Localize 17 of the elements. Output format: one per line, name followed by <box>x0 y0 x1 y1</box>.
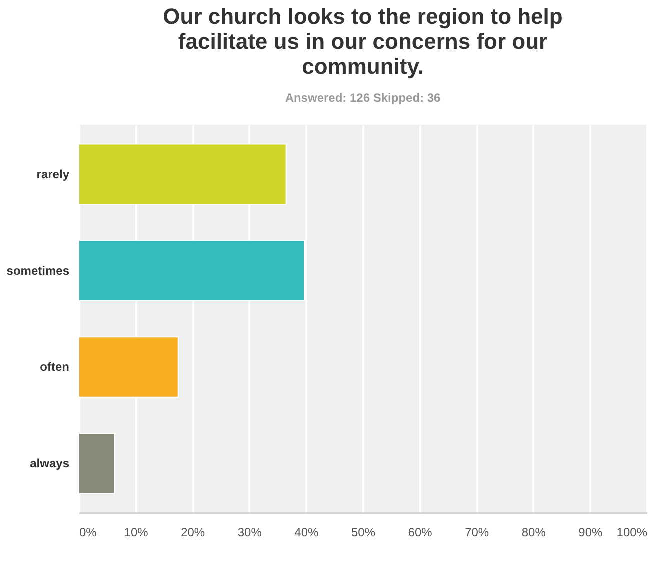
x-tick-label: 100% <box>616 526 648 540</box>
x-tick-label: 70% <box>465 526 490 540</box>
x-tick-label: 0% <box>80 526 98 540</box>
x-tick-label: 30% <box>238 526 262 540</box>
x-tick-label: 80% <box>522 526 546 540</box>
y-tick-label: always <box>30 456 70 471</box>
x-tick-label: 40% <box>294 526 320 540</box>
x-tick-label: 60% <box>408 526 433 540</box>
x-tick-label: 10% <box>124 526 149 540</box>
x-tick-label: 50% <box>351 526 376 540</box>
y-tick-label: sometimes <box>6 264 70 278</box>
chart-subtitle: Answered: 126 Skipped: 36 <box>285 91 442 105</box>
y-tick-label: often <box>40 360 70 374</box>
x-tick-label: 90% <box>578 526 604 540</box>
x-tick-label: 20% <box>181 526 206 540</box>
y-tick-label: rarely <box>36 167 70 182</box>
chart-title: Our church looks to the region to help facilitate us in our concerns for our community. <box>163 4 563 79</box>
